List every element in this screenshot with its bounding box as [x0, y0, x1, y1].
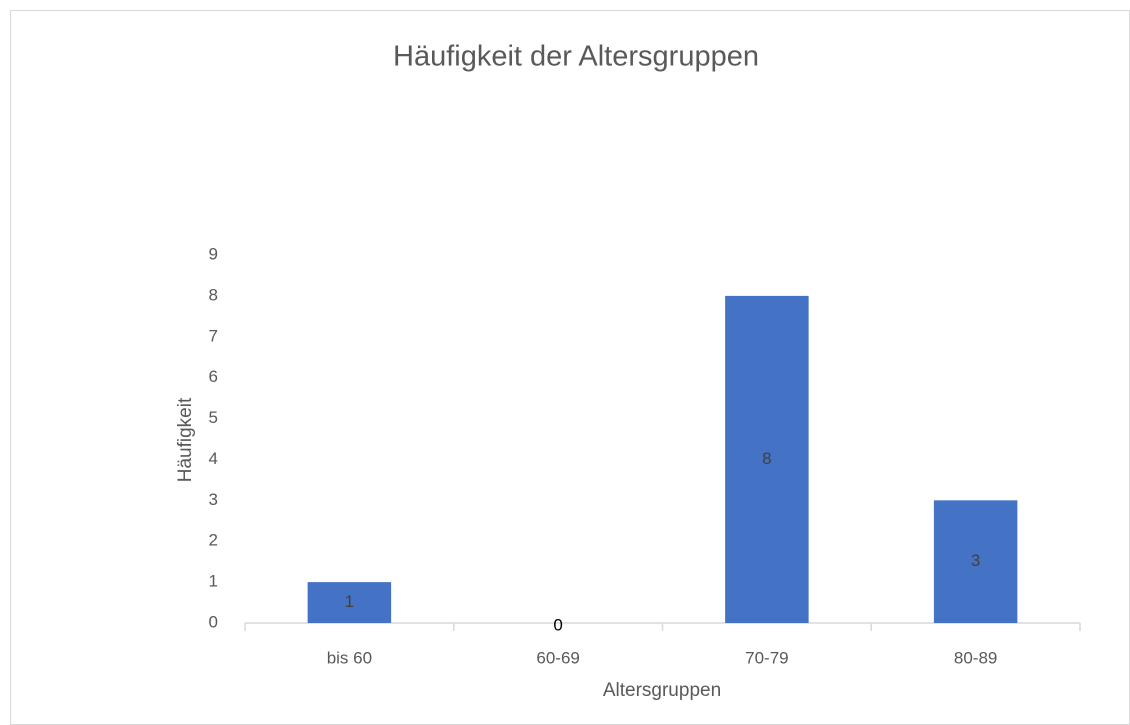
- chart-title: Häufigkeit der Altersgruppen: [393, 41, 759, 73]
- y-axis-title: Häufigkeit: [175, 397, 196, 482]
- bar: [933, 500, 1018, 623]
- y-tick-label: 4: [209, 449, 218, 468]
- x-tick-label: 60-69: [536, 648, 579, 667]
- y-tick-label: 0: [209, 612, 218, 631]
- y-tick-label: 6: [209, 367, 218, 386]
- bar: [307, 582, 392, 623]
- y-tick-label: 3: [209, 490, 218, 509]
- data-label: 3: [971, 551, 980, 570]
- y-tick-label: 5: [209, 408, 218, 427]
- x-tick-label: bis 60: [327, 648, 372, 667]
- data-label: 0: [553, 615, 562, 634]
- data-label: 1: [345, 592, 354, 611]
- y-tick-label: 2: [209, 531, 218, 550]
- x-tick-label: 70-79: [745, 648, 788, 667]
- y-tick-label: 8: [209, 285, 218, 304]
- y-tick-label: 7: [209, 326, 218, 345]
- data-label: 8: [762, 449, 771, 468]
- bar: [725, 295, 809, 623]
- y-tick-label: 1: [209, 572, 218, 591]
- x-tick-label: 80-89: [954, 648, 997, 667]
- x-axis-title: Altersgruppen: [603, 680, 721, 701]
- y-tick-label: 9: [209, 244, 218, 263]
